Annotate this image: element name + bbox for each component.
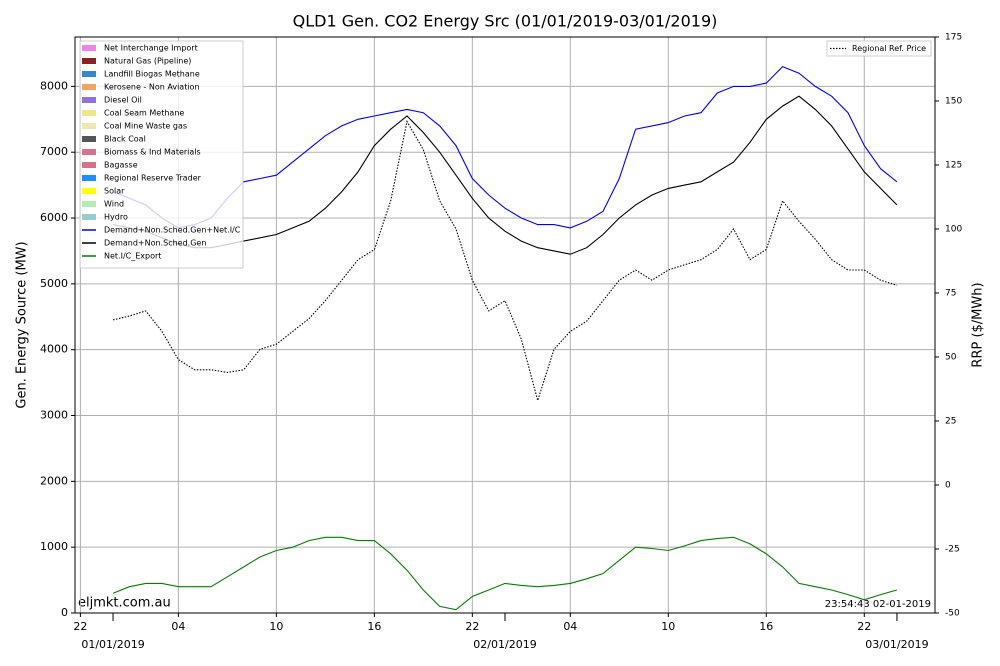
y2-tick-label: 75 — [945, 289, 956, 299]
legend-label: Black Coal — [104, 135, 146, 144]
y2-tick-label: -25 — [945, 545, 960, 555]
plot-frame — [74, 36, 936, 614]
series-line — [112, 536, 898, 611]
legend-swatch — [82, 149, 96, 155]
x-tick-label: 22 — [73, 620, 87, 633]
date-tick-label: 02/01/2019 — [473, 638, 536, 651]
y-tick-label: 8000 — [40, 79, 68, 92]
y-tick-label: 6000 — [40, 211, 68, 224]
legend-label: Wind — [104, 200, 124, 209]
legend-label: Regional Ref. Price — [852, 44, 926, 53]
series-line — [112, 65, 898, 229]
legend-swatch — [82, 97, 96, 103]
x-tick-label: 16 — [759, 620, 773, 633]
legend-label: Natural Gas (Pipeline) — [104, 57, 191, 66]
legend-swatch — [82, 123, 96, 129]
legend-label: Regional Reserve Trader — [104, 174, 202, 183]
legend-swatch — [82, 110, 96, 116]
y2-tick-label: 125 — [945, 161, 962, 171]
legend-swatch — [82, 58, 96, 64]
date-tick-label: 03/01/2019 — [865, 638, 928, 651]
series-line — [112, 119, 898, 403]
legend-label: Demand+Non.Sched.Gen — [104, 239, 206, 248]
x-tick-label: 22 — [465, 620, 479, 633]
x-tick-label: 10 — [661, 620, 675, 633]
y2-tick-label: -50 — [945, 609, 960, 619]
legend-label: Hydro — [104, 213, 128, 222]
legend-swatch — [82, 175, 96, 181]
y2-tick-label: 50 — [945, 353, 957, 363]
y-tick-label: 5000 — [40, 277, 68, 290]
timestamp-note: 23:54:43 02-01-2019 — [825, 599, 931, 610]
legend-label: Biomass & Ind Materials — [104, 148, 201, 157]
legend-swatch — [82, 188, 96, 194]
y-tick-label: 0 — [61, 606, 68, 619]
y2-axis-label: RRP ($/MWh) — [971, 282, 986, 367]
x-tick-label: 04 — [171, 620, 185, 633]
y2-tick-label: 175 — [945, 33, 962, 43]
y2-tick-label: 100 — [945, 225, 962, 235]
legend-swatch — [82, 84, 96, 90]
legend-swatch — [82, 201, 96, 207]
legend-label: Demand+Non.Sched.Gen+Net.I/C — [104, 226, 241, 235]
legend-swatch — [82, 162, 96, 168]
legend-label: Net Interchange Import — [104, 44, 198, 53]
y-tick-label: 7000 — [40, 145, 68, 158]
y-axis-label: Gen. Energy Source (MW) — [15, 241, 30, 408]
legend-label: Solar — [104, 187, 125, 196]
legend-label: Coal Mine Waste gas — [104, 122, 187, 131]
y2-tick-label: 150 — [945, 97, 962, 107]
legend-label: Diesel Oil — [104, 96, 142, 105]
y-tick-label: 2000 — [40, 474, 68, 487]
x-tick-label: 10 — [269, 620, 283, 633]
legend-box — [79, 40, 244, 269]
legend-box — [826, 40, 932, 57]
y-tick-label: 4000 — [40, 343, 68, 356]
legend-swatch — [82, 136, 96, 142]
legend-swatch — [82, 214, 96, 220]
y2-tick-label: 0 — [945, 481, 951, 491]
legend-label: Landfill Biogas Methane — [104, 70, 200, 79]
legend-label: Coal Seam Methane — [104, 109, 184, 118]
legend-label: Bagasse — [104, 161, 138, 170]
x-tick-label: 16 — [367, 620, 381, 633]
legend: Net Interchange Import Natural Gas (Pipel… — [79, 40, 244, 269]
y-tick-label: 1000 — [40, 540, 68, 553]
series-line — [112, 95, 898, 255]
source-note: eljmkt.com.au — [78, 596, 171, 611]
legend-swatch — [82, 45, 96, 51]
y-tick-label: 3000 — [40, 409, 68, 422]
x-tick-label: 04 — [563, 620, 577, 633]
y2-tick-label: 25 — [945, 417, 956, 427]
x-tick-label: 22 — [857, 620, 871, 633]
legend-label: Net.I/C_Export — [104, 252, 161, 261]
legend-swatch — [82, 71, 96, 77]
chart-title: QLD1 Gen. CO2 Energy Src (01/01/2019-03/… — [293, 12, 718, 31]
date-tick-label: 01/01/2019 — [81, 638, 144, 651]
legend-label: Kerosene - Non Aviation — [104, 83, 200, 92]
